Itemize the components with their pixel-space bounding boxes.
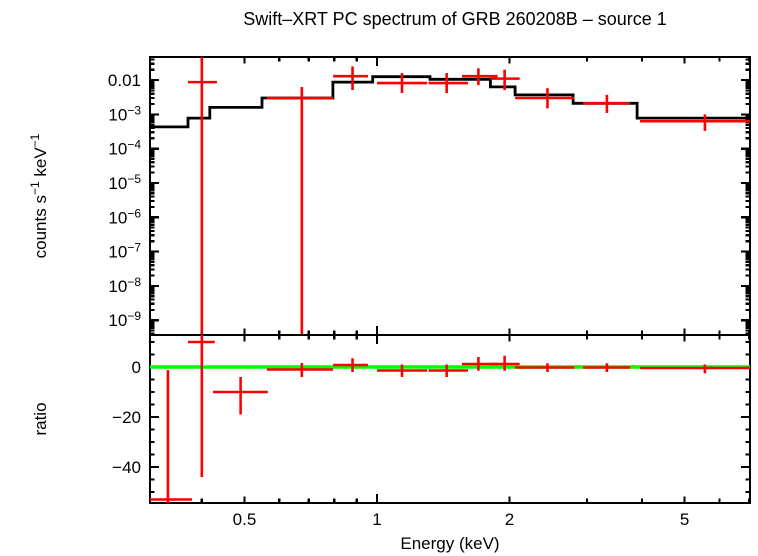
ratio-panel: 0 −20 −40 ratio — [31, 333, 752, 505]
x-axis-title: Energy (keV) — [400, 534, 499, 553]
data-point — [583, 94, 631, 113]
data-point — [333, 66, 368, 91]
plot-title: Swift–XRT PC spectrum of GRB 260208B – s… — [243, 9, 667, 29]
data-point — [583, 363, 631, 372]
y-tick-label: 0.01 — [108, 71, 141, 90]
data-point — [266, 86, 334, 335]
data-point — [640, 114, 750, 131]
ratio-data-points — [150, 335, 750, 503]
x-tick-label: 2 — [505, 510, 514, 529]
data-point — [187, 57, 217, 335]
axis-ticks — [150, 335, 751, 503]
spectrum-panel: 0.01 10−3 10−4 10−5 10−6 10−7 10−8 10−9 counts s… — [28, 55, 752, 337]
y-tick-label: 10−7 — [108, 241, 141, 262]
data-point — [428, 73, 468, 93]
data-point — [333, 358, 368, 372]
data-point — [376, 73, 428, 93]
data-point — [187, 335, 215, 477]
x-axis-tick-labels: 0.5 1 2 5 — [233, 510, 690, 529]
y-tick-label: −40 — [112, 458, 141, 477]
y-tick-label: 10−4 — [108, 138, 141, 159]
y-tick-label: 10−9 — [108, 309, 141, 330]
y-tick-label: 10−8 — [108, 275, 141, 296]
data-point — [640, 364, 750, 374]
y-tick-label: 10−3 — [108, 103, 141, 124]
x-tick-label: 0.5 — [233, 510, 257, 529]
x-tick-label: 1 — [372, 510, 381, 529]
data-point — [212, 377, 268, 415]
y-tick-label: 10−5 — [108, 172, 141, 193]
plot-panels: 0.01 10−3 10−4 10−5 10−6 10−7 10−8 10−9 counts s… — [28, 55, 752, 529]
data-point — [150, 370, 193, 503]
y-tick-label: 0 — [132, 358, 141, 377]
data-point — [376, 364, 428, 377]
data-point — [490, 355, 520, 371]
panel-frame — [148, 333, 752, 505]
data-point — [515, 363, 575, 372]
y-tick-label: 10−6 — [108, 206, 141, 227]
data-point — [490, 69, 520, 91]
spectrum-y-axis-title: counts s−1 keV−1 — [28, 133, 50, 258]
data-point — [428, 364, 468, 377]
data-point — [266, 363, 334, 377]
spectrum-data-points — [187, 57, 750, 335]
axis-ticks — [150, 57, 751, 335]
panel-frame — [148, 55, 752, 337]
x-tick-label: 5 — [680, 510, 689, 529]
y-axis-tick-labels: 0 −20 −40 — [112, 358, 141, 477]
data-point — [461, 68, 498, 86]
ratio-y-axis-title: ratio — [31, 402, 50, 435]
y-axis-tick-labels: 0.01 10−3 10−4 10−5 10−6 10−7 10−8 10−9 — [108, 71, 141, 330]
data-point — [515, 88, 575, 109]
y-tick-label: −20 — [112, 408, 141, 427]
